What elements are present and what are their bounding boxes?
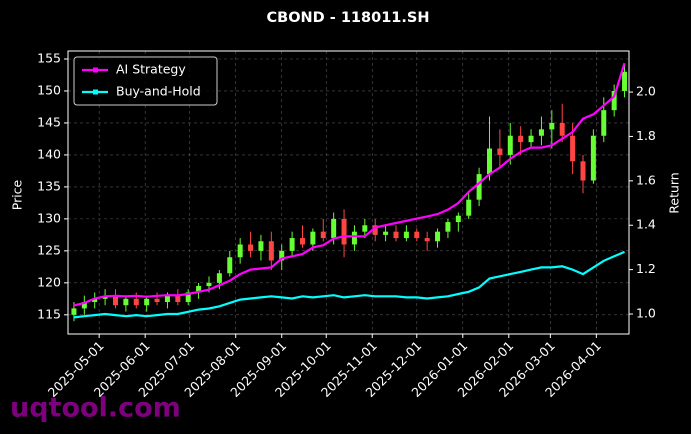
candle-body xyxy=(258,241,264,251)
y2-tick-label: 1.4 xyxy=(636,217,656,232)
candle-body xyxy=(71,308,77,315)
legend-box xyxy=(73,56,218,106)
y-tick-label: 140 xyxy=(37,146,61,161)
candle-body xyxy=(289,238,295,251)
candle-body xyxy=(351,231,357,245)
candle-body xyxy=(237,244,243,258)
legend-marker xyxy=(93,67,98,73)
candle-body xyxy=(92,298,98,303)
candle-body xyxy=(331,218,337,239)
candle-body xyxy=(424,238,430,242)
line-series xyxy=(73,62,626,307)
y2-tick-label: 1.8 xyxy=(636,128,656,143)
candle-body xyxy=(403,231,409,239)
candle-body xyxy=(518,135,524,143)
y-tick-label: 155 xyxy=(37,50,61,65)
legend-label: AI Strategy xyxy=(116,62,186,77)
candle-body xyxy=(81,302,87,309)
candle-body xyxy=(154,298,160,303)
y-tick-label: 130 xyxy=(37,210,61,225)
candle-body xyxy=(590,135,596,181)
candle-body xyxy=(538,129,544,136)
y-tick-label: 120 xyxy=(37,274,61,289)
y2-tick-label: 1.6 xyxy=(636,172,656,187)
candle-body xyxy=(248,244,254,251)
candle-body xyxy=(570,135,576,162)
candle-body xyxy=(279,250,285,261)
candle-body xyxy=(559,122,565,136)
y-tick-label: 150 xyxy=(37,82,61,97)
y-tick-label: 125 xyxy=(37,242,61,257)
candle-body xyxy=(112,295,118,306)
y2-tick-label: 1.2 xyxy=(636,261,656,276)
candle-body xyxy=(164,295,170,303)
y-tick-label: 135 xyxy=(37,178,61,193)
candle-body xyxy=(476,174,482,200)
candle-body xyxy=(320,231,326,239)
candle-body xyxy=(196,286,202,293)
candle-body xyxy=(227,257,233,274)
candle-body xyxy=(362,225,368,232)
candle-body xyxy=(414,231,420,239)
candle-body xyxy=(486,148,492,175)
candle-body xyxy=(601,110,607,136)
plot-frame xyxy=(67,50,630,335)
candle-body xyxy=(528,135,534,143)
candle-body xyxy=(299,238,305,245)
watermark: uqtool.com xyxy=(10,393,181,424)
candle-body xyxy=(268,241,274,261)
candle-body xyxy=(310,231,316,245)
line-series xyxy=(73,250,625,319)
candle-body xyxy=(466,199,472,216)
y-tick-label: 145 xyxy=(37,114,61,129)
candle-body xyxy=(206,282,212,287)
candle-body xyxy=(435,231,441,242)
candle-body xyxy=(144,298,150,306)
legend-label: Buy-and-Hold xyxy=(116,84,201,99)
candle-body xyxy=(216,273,222,283)
y2-tick-label: 1.0 xyxy=(636,306,656,321)
y2-tick-label: 2.0 xyxy=(636,84,656,99)
y-tick-label: 115 xyxy=(37,306,61,321)
candle-body xyxy=(383,231,389,235)
chart-title: CBOND - 118011.SH xyxy=(267,10,430,26)
candle-body xyxy=(393,231,399,239)
candle-body xyxy=(175,295,181,303)
y2-axis-label: Return xyxy=(667,172,682,213)
candle-body xyxy=(622,71,628,91)
candle-body xyxy=(123,298,129,306)
candle-body xyxy=(372,225,378,235)
candle-body xyxy=(185,292,191,303)
candle-body xyxy=(445,222,451,232)
candle-body xyxy=(611,90,617,111)
candle-body xyxy=(455,215,461,223)
y-axis-label: Price xyxy=(10,179,25,210)
candle-body xyxy=(497,148,503,155)
candle-body xyxy=(507,135,513,155)
candle-body xyxy=(580,161,586,181)
candle-body xyxy=(341,218,347,245)
candle-body xyxy=(133,298,139,306)
legend-marker xyxy=(93,89,98,95)
candle-body xyxy=(549,122,555,130)
